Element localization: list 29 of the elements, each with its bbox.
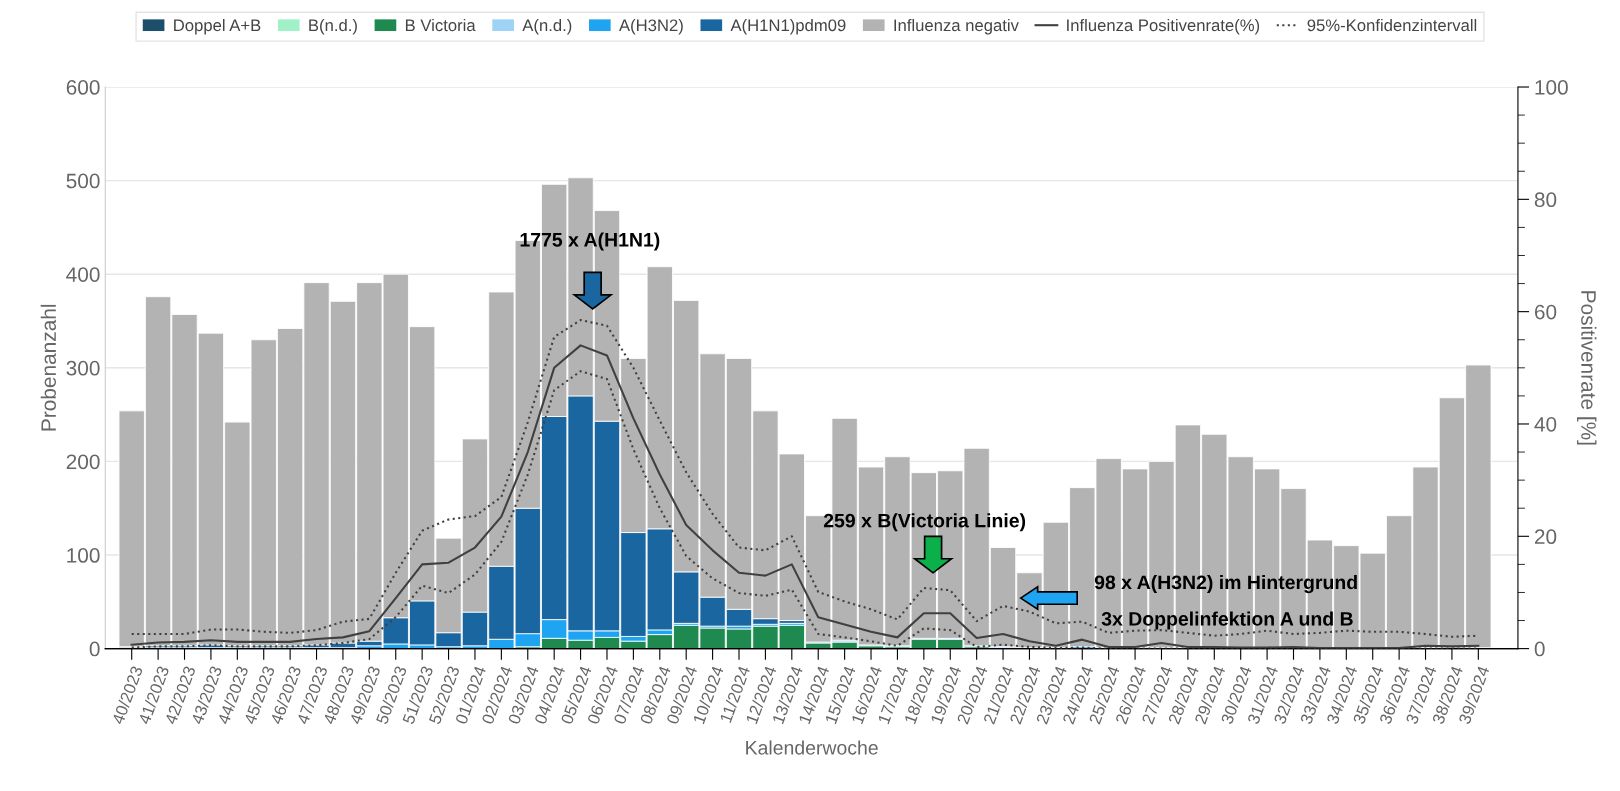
legend-label: B(n.d.) [309,18,357,35]
legend-label: Influenza negativ [894,18,1019,35]
annotation: 98 x A(H3N2) im Hintergrund [1094,574,1357,594]
y2-tick-label: 80 [1534,192,1557,208]
annotation: 1775 x A(H1N1) [520,232,660,251]
y-axis-title: Probenanzahl [40,304,57,431]
x-axis-title: Kalenderwoche [746,740,878,755]
y2-axis-title: Positivenrate [%] [1577,291,1597,445]
legend-label: Doppel A+B [174,18,261,35]
legend-label: A(H3N2) [619,18,683,35]
legend-label: A(n.d.) [522,18,572,35]
y2-tick-label: 20 [1534,529,1557,545]
legend-label: Influenza Positivenrate(%) [1067,18,1260,35]
y-tick-label: 400 [66,267,100,282]
y-tick-label: 600 [66,80,100,95]
annotation: 3x Doppelinfektion A und B [1101,611,1353,630]
y-tick-label: 300 [66,360,100,376]
y2-tick-label: 60 [1534,304,1557,320]
y-tick-label: 200 [66,454,100,470]
y-tick-label: 0 [89,641,100,657]
y2-tick-label: 0 [1534,641,1545,657]
y2-tick-label: 40 [1534,416,1557,432]
legend-label: 95%-Konfidenzintervall [1307,18,1477,32]
y-tick-label: 500 [66,173,100,189]
annotation: 259 x B(Victoria Linie) [823,513,1026,532]
y2-tick-label: 100 [1535,80,1568,95]
legend-label: A(H1N1)pdm09 [730,18,846,35]
y-tick-label: 100 [67,548,100,563]
legend-label: B Victoria [405,18,476,32]
